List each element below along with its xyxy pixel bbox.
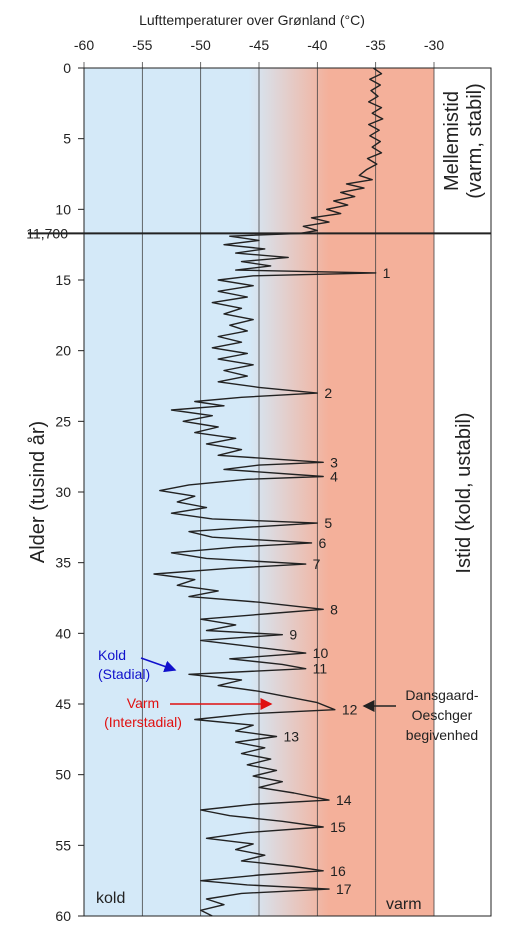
event-number-label: 6 [319,535,327,551]
y-tick-label: 60 [55,908,71,924]
y-tick-label: 50 [55,767,71,783]
y-tick-label: 10 [55,201,71,217]
event-number-label: 9 [289,627,297,643]
event-number-label: 1 [383,265,391,281]
x-axis-ticks: -60 -55 -50 -45 -40 -35 -30 [74,37,444,53]
y-tick-label: 40 [55,625,71,641]
x-tick-label: -50 [191,37,211,53]
plot-frame [83,67,492,917]
event-number-label: 15 [330,819,346,835]
event-number-label: 7 [313,556,321,572]
y-tick-label: 35 [55,555,71,571]
x-tick-label: -60 [74,37,94,53]
x-tick-label: -55 [132,37,152,53]
event-number-label: 16 [330,863,346,879]
y-tick-label: 25 [55,413,71,429]
y-tick-label: 20 [55,343,71,359]
stadial-arrow [140,657,177,673]
stadial-annotation-line1: Kold [98,647,126,663]
y-tick-label: 30 [55,484,71,500]
y-tick-label: 45 [55,696,71,712]
y-axis-title: Alder (tusind år) [27,421,49,563]
event-number-label: 14 [336,792,352,808]
chart-title: Lufttemperaturer over Grønland (°C) [139,12,365,28]
label-column-background [434,68,491,916]
event-number-label: 12 [342,702,358,718]
do-event-annotation-line1: Dansgaard- [405,687,478,703]
event-number-label: 4 [330,468,338,484]
interglacial-label-line2: (varm, stabil) [464,83,486,199]
event-number-label: 13 [284,729,300,745]
y-axis-ticks: 0 5 10 15 20 25 30 35 40 45 50 55 60 [55,60,84,924]
x-tick-label: -30 [424,37,444,53]
glacial-label: Istid (kold, ustabil) [453,412,475,573]
event-number-label: 8 [330,601,338,617]
temperature-series-line [153,67,384,917]
y-tick-label: 5 [63,131,71,147]
warm-corner-label: varm [386,896,422,913]
cold-corner-label: kold [96,890,125,907]
y-tick-label: 0 [63,60,71,76]
x-tick-label: -40 [307,37,327,53]
boundary-tick-label: 11,700 [26,225,68,241]
y-tick-label: 55 [55,837,71,853]
event-number-label: 5 [324,515,332,531]
event-number-label: 17 [336,881,352,897]
interstadial-annotation-line2: (Interstadial) [104,714,182,730]
event-number-label: 10 [313,645,329,661]
event-number-label: 2 [324,385,332,401]
y-tick-label: 15 [55,272,71,288]
interglacial-label-line1: Mellemistid [441,91,463,191]
event-number-label: 11 [313,661,328,677]
event-number-label: 3 [330,454,338,470]
interstadial-annotation-line1: Varm [127,695,159,711]
stadial-annotation-line2: (Stadial) [98,666,150,682]
x-tick-label: -45 [249,37,269,53]
do-event-annotation-line3: begivenhed [406,727,478,743]
do-event-annotation-line2: Oeschger [412,707,473,723]
x-tick-label: -35 [366,37,386,53]
